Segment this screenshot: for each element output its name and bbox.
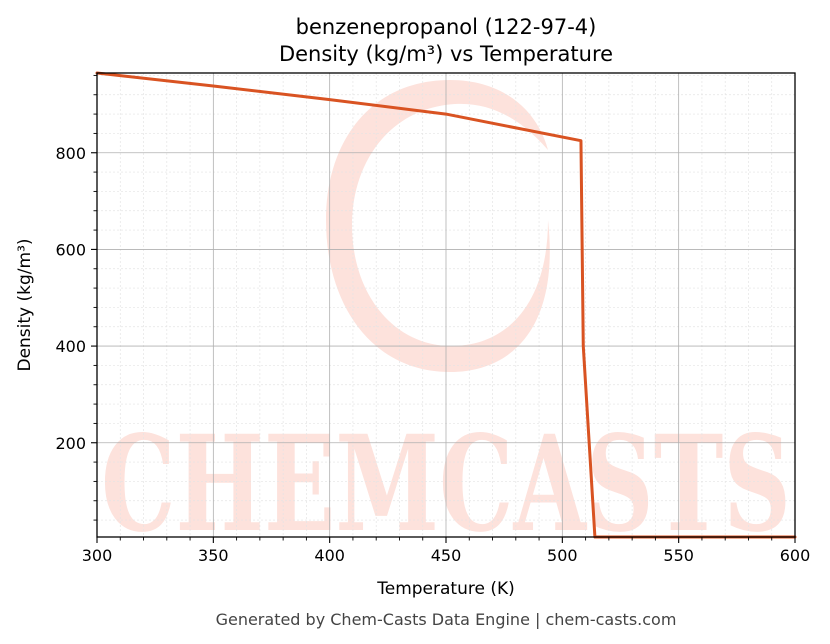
x-tick-label: 350 (198, 546, 229, 565)
y-tick-label: 600 (55, 240, 86, 259)
series-layer (95, 71, 797, 539)
x-tick-label: 400 (314, 546, 345, 565)
density-series-line (95, 71, 797, 539)
major-grid (96, 73, 796, 537)
y-axis-label: Density (kg/m³) (15, 238, 35, 371)
x-tick-label: 500 (547, 546, 578, 565)
chart-title: benzenepropanol (122-97-4) (296, 15, 597, 39)
y-axis: 200 400 600 800 (55, 74, 97, 521)
x-tick-label: 300 (82, 546, 113, 565)
x-tick-label: 450 (431, 546, 462, 565)
chart-subtitle: Density (kg/m³) vs Temperature (279, 42, 613, 66)
y-tick-label: 800 (55, 144, 86, 163)
y-tick-label: 400 (55, 337, 86, 356)
y-tick-label: 200 (55, 434, 86, 453)
x-tick-label: 550 (663, 546, 694, 565)
x-tick-label: 600 (780, 546, 811, 565)
x-axis: 300 350 400 450 500 550 600 (82, 537, 811, 565)
x-axis-label: Temperature (K) (376, 579, 515, 599)
footer-credit: Generated by Chem-Casts Data Engine | ch… (216, 610, 677, 629)
